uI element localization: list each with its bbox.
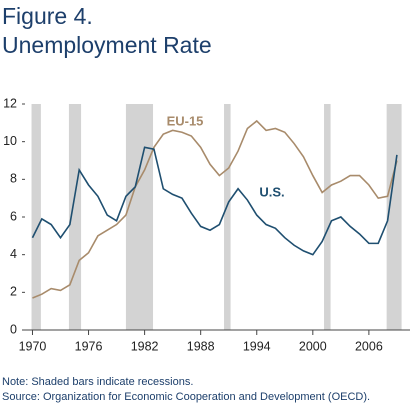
source: Source: Organization for Economic Cooper… (2, 391, 370, 403)
y-tick-label: 12 (3, 96, 17, 110)
x-tick-label: 1982 (131, 339, 159, 353)
series-line (31, 146, 398, 256)
recession-bar (68, 104, 82, 330)
x-tick-label: 2000 (299, 339, 327, 353)
recession-bar (386, 104, 402, 330)
y-tick-label: 10 (3, 134, 17, 148)
series-line (32, 119, 398, 299)
y-tick-label: 6 (10, 209, 17, 223)
x-tick-label: 1988 (187, 339, 215, 353)
note: Note: Shaded bars indicate recessions. (2, 376, 193, 388)
y-tick-label: 0 (10, 322, 17, 336)
recession-bar (224, 104, 231, 330)
y-tick-label: 4 (10, 247, 17, 261)
x-tick-label: 1994 (243, 339, 271, 353)
series-label: EU-15 (167, 113, 204, 128)
recession-bar (31, 104, 41, 330)
recession-bar (324, 104, 331, 330)
x-tick-label: 2006 (355, 339, 383, 353)
x-tick-label: 1976 (75, 339, 103, 353)
y-tick-label: 8 (10, 172, 17, 186)
chart-subtitle: Unemployment Rate (2, 32, 212, 58)
y-tick-label: 2 (10, 285, 17, 299)
chart-title: Figure 4. (2, 3, 93, 29)
series-label: U.S. (259, 184, 284, 199)
x-tick-label: 1970 (19, 339, 47, 353)
recession-bar (125, 104, 154, 330)
